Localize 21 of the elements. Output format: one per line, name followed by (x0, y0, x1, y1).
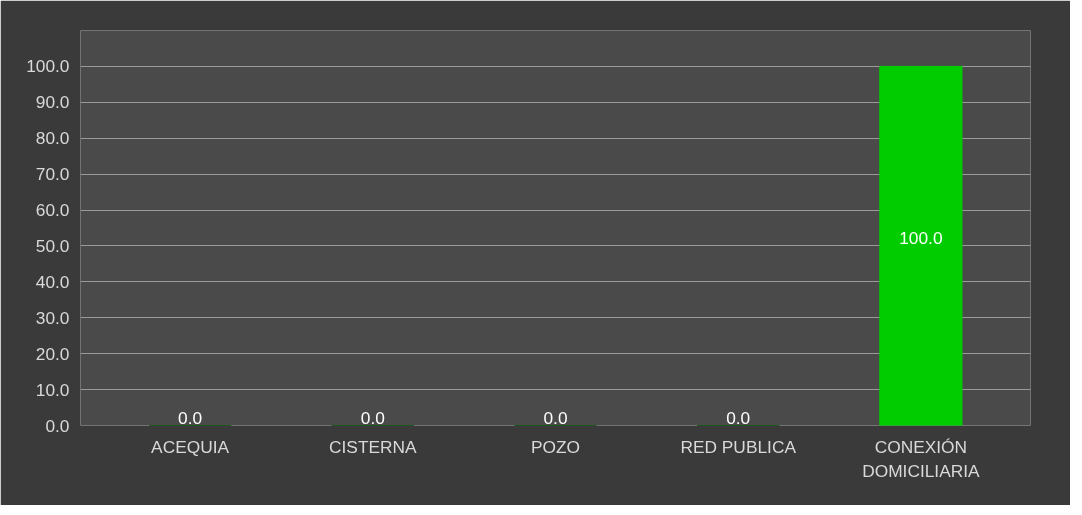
data-label: 100.0 (899, 227, 943, 248)
x-tick-label: POZO (530, 436, 581, 457)
y-tick-label: 50.0 (35, 235, 70, 256)
y-tick-label: 80.0 (35, 128, 70, 149)
data-label: 0.0 (178, 407, 203, 428)
y-tick-label: 40.0 (35, 271, 70, 292)
data-label: 0.0 (726, 407, 751, 428)
y-tick-label: 30.0 (35, 307, 70, 328)
y-tick-label: 0.0 (45, 415, 70, 436)
x-tick-label: ACEQUIA (151, 436, 230, 457)
y-tick-label: 20.0 (35, 343, 70, 364)
y-tick-label: 70.0 (35, 164, 70, 185)
x-tick-label: CONEXIÓN DOMICILIARIA (862, 436, 981, 481)
x-tick-label: CISTERNA (329, 436, 418, 457)
y-tick-label: 10.0 (35, 379, 70, 400)
y-tick-label: 90.0 (35, 92, 70, 113)
data-label: 0.0 (360, 407, 385, 428)
x-tick-label: RED PUBLICA (680, 436, 797, 457)
data-label: 0.0 (543, 407, 568, 428)
y-tick-label: 100.0 (26, 56, 70, 77)
y-tick-label: 60.0 (35, 200, 70, 221)
